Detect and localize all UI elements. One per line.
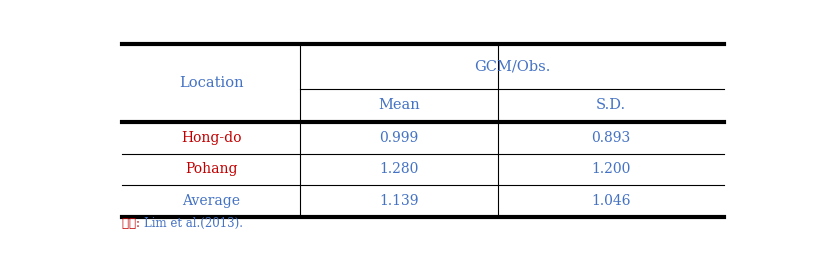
Text: 1.200: 1.200 bbox=[591, 162, 630, 176]
Text: Mean: Mean bbox=[378, 98, 420, 112]
Text: 자료:: 자료: bbox=[122, 217, 145, 230]
Text: Lim et al.(2013).: Lim et al.(2013). bbox=[145, 217, 243, 230]
Text: 1.046: 1.046 bbox=[591, 194, 630, 208]
Text: 0.999: 0.999 bbox=[379, 131, 419, 145]
Text: Pohang: Pohang bbox=[185, 162, 238, 176]
Text: 0.893: 0.893 bbox=[591, 131, 630, 145]
Text: Average: Average bbox=[183, 194, 240, 208]
Text: Location: Location bbox=[179, 76, 244, 90]
Text: 1.139: 1.139 bbox=[379, 194, 419, 208]
Text: S.D.: S.D. bbox=[596, 98, 626, 112]
Text: 1.280: 1.280 bbox=[379, 162, 419, 176]
Text: GCM/Obs.: GCM/Obs. bbox=[474, 59, 550, 73]
Text: Hong-do: Hong-do bbox=[181, 131, 242, 145]
